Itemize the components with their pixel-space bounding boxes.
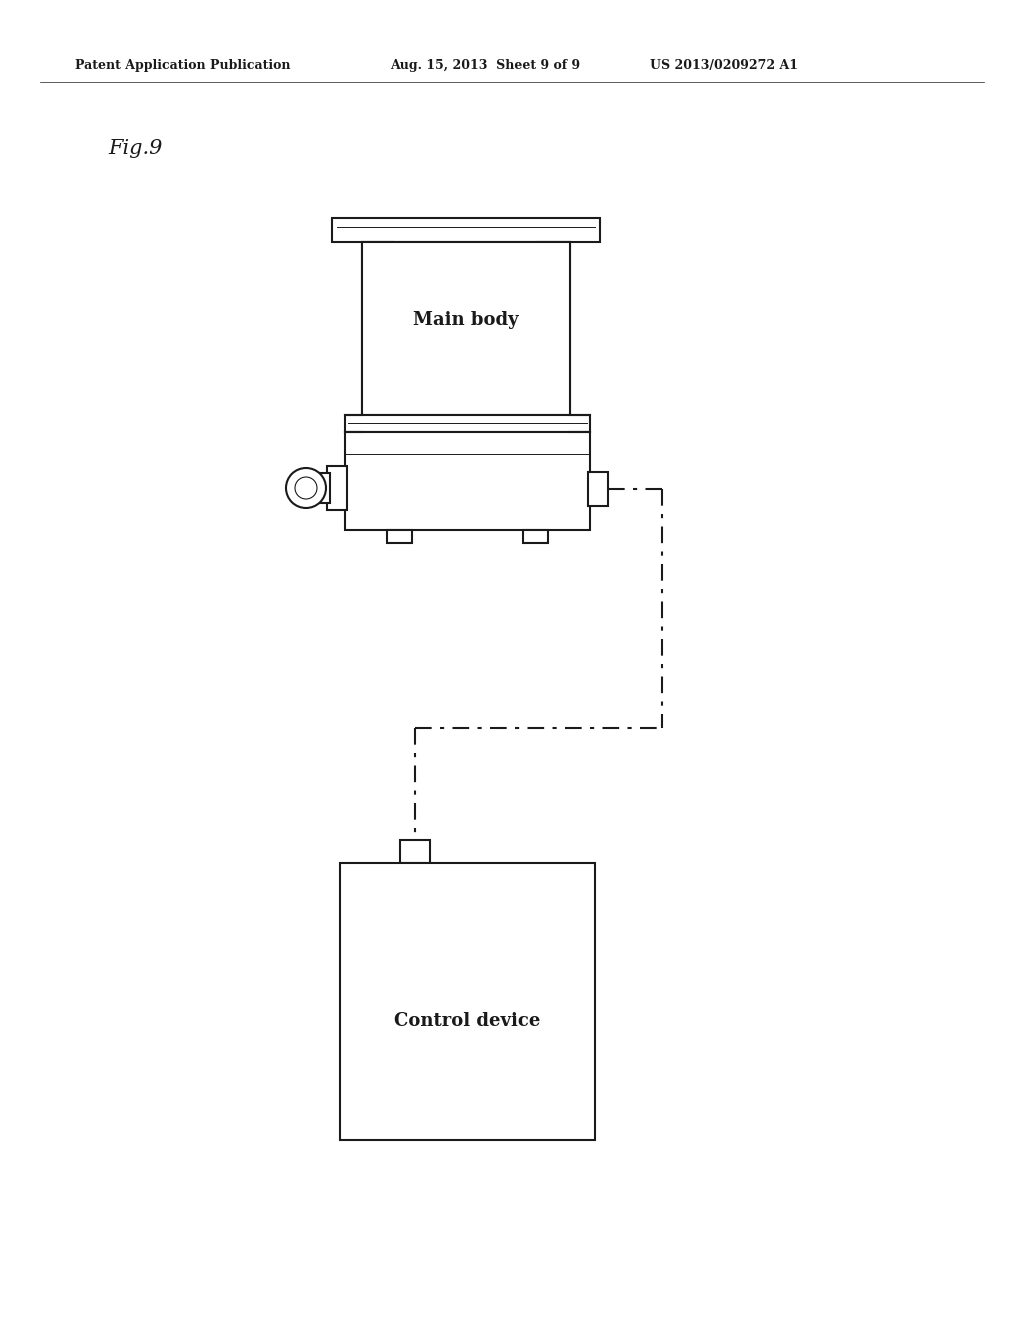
Text: Aug. 15, 2013  Sheet 9 of 9: Aug. 15, 2013 Sheet 9 of 9 xyxy=(390,58,581,71)
Bar xyxy=(400,840,430,863)
Bar xyxy=(362,242,570,414)
Bar xyxy=(387,531,412,543)
Text: Main body: Main body xyxy=(414,312,519,329)
Bar xyxy=(340,863,595,1140)
Bar xyxy=(538,242,570,414)
Bar xyxy=(317,473,330,503)
Text: Control device: Control device xyxy=(394,1012,541,1031)
Circle shape xyxy=(295,477,317,499)
Bar xyxy=(362,242,393,414)
Text: Patent Application Publication: Patent Application Publication xyxy=(75,58,291,71)
Bar xyxy=(332,218,600,242)
Bar xyxy=(523,531,548,543)
Text: US 2013/0209272 A1: US 2013/0209272 A1 xyxy=(650,58,798,71)
Bar xyxy=(345,432,590,531)
Bar xyxy=(588,473,608,506)
Bar xyxy=(345,414,590,432)
Circle shape xyxy=(286,469,326,508)
Text: Fig.9: Fig.9 xyxy=(108,139,163,157)
Bar xyxy=(327,466,347,510)
